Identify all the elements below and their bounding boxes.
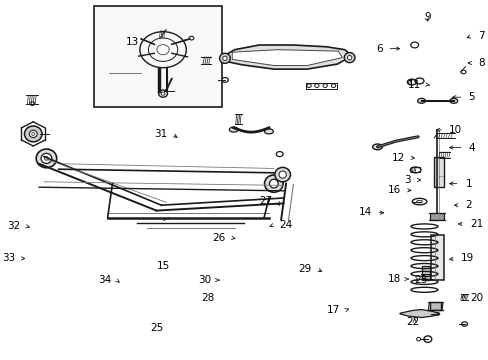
Text: 34: 34 bbox=[98, 275, 111, 285]
Text: 17: 17 bbox=[326, 305, 339, 315]
Text: 6: 6 bbox=[375, 44, 382, 54]
Text: 9: 9 bbox=[424, 12, 430, 22]
Ellipse shape bbox=[36, 149, 57, 168]
Ellipse shape bbox=[229, 127, 238, 132]
Text: 27: 27 bbox=[259, 196, 272, 206]
Ellipse shape bbox=[372, 144, 382, 150]
Bar bbox=[429, 213, 443, 220]
Text: 14: 14 bbox=[358, 207, 371, 217]
Ellipse shape bbox=[423, 336, 431, 342]
Text: 10: 10 bbox=[448, 125, 461, 135]
Bar bbox=[430, 235, 443, 280]
Text: 5: 5 bbox=[468, 92, 474, 102]
Ellipse shape bbox=[435, 312, 439, 315]
Text: 32: 32 bbox=[7, 221, 20, 231]
Text: 19: 19 bbox=[460, 253, 473, 264]
Text: 25: 25 bbox=[150, 323, 163, 333]
Bar bbox=[94, 6, 222, 107]
Ellipse shape bbox=[117, 67, 132, 79]
Text: 18: 18 bbox=[387, 274, 400, 284]
Text: 4: 4 bbox=[468, 143, 474, 153]
Ellipse shape bbox=[416, 337, 420, 341]
Text: 3: 3 bbox=[403, 175, 410, 185]
Text: 20: 20 bbox=[469, 293, 483, 303]
Text: 23: 23 bbox=[414, 275, 427, 285]
Ellipse shape bbox=[122, 71, 127, 75]
Bar bbox=[429, 302, 440, 310]
Text: 15: 15 bbox=[157, 261, 170, 271]
Ellipse shape bbox=[416, 311, 425, 317]
Ellipse shape bbox=[274, 167, 290, 182]
Ellipse shape bbox=[346, 55, 351, 60]
Text: 31: 31 bbox=[154, 129, 167, 139]
Text: 28: 28 bbox=[201, 293, 214, 303]
Text: 24: 24 bbox=[279, 220, 292, 230]
Bar bbox=[421, 266, 429, 280]
Text: 13: 13 bbox=[126, 37, 139, 48]
Text: 1: 1 bbox=[465, 179, 471, 189]
Text: 7: 7 bbox=[477, 31, 484, 41]
Ellipse shape bbox=[223, 56, 226, 60]
Text: 29: 29 bbox=[298, 264, 311, 274]
Ellipse shape bbox=[24, 126, 42, 142]
Ellipse shape bbox=[219, 53, 230, 63]
Text: 21: 21 bbox=[469, 219, 483, 229]
Ellipse shape bbox=[32, 132, 35, 135]
Ellipse shape bbox=[449, 98, 457, 103]
Text: 22: 22 bbox=[406, 317, 419, 327]
Ellipse shape bbox=[461, 322, 467, 326]
Bar bbox=[433, 157, 443, 187]
Text: 2: 2 bbox=[465, 200, 471, 210]
Ellipse shape bbox=[269, 179, 278, 188]
Ellipse shape bbox=[264, 129, 273, 134]
Text: 12: 12 bbox=[391, 153, 404, 163]
Text: 8: 8 bbox=[477, 58, 484, 68]
Text: 30: 30 bbox=[198, 275, 211, 285]
Ellipse shape bbox=[112, 62, 137, 84]
Ellipse shape bbox=[29, 130, 37, 138]
Ellipse shape bbox=[417, 98, 425, 103]
Text: 16: 16 bbox=[387, 185, 400, 195]
Ellipse shape bbox=[41, 153, 52, 163]
Ellipse shape bbox=[344, 53, 354, 63]
Text: 11: 11 bbox=[407, 80, 421, 90]
Ellipse shape bbox=[264, 175, 283, 192]
Ellipse shape bbox=[44, 157, 48, 160]
Polygon shape bbox=[232, 50, 342, 66]
Text: 26: 26 bbox=[212, 233, 225, 243]
Ellipse shape bbox=[278, 171, 286, 178]
Polygon shape bbox=[224, 45, 351, 69]
Text: 33: 33 bbox=[2, 253, 16, 264]
Polygon shape bbox=[399, 310, 439, 318]
